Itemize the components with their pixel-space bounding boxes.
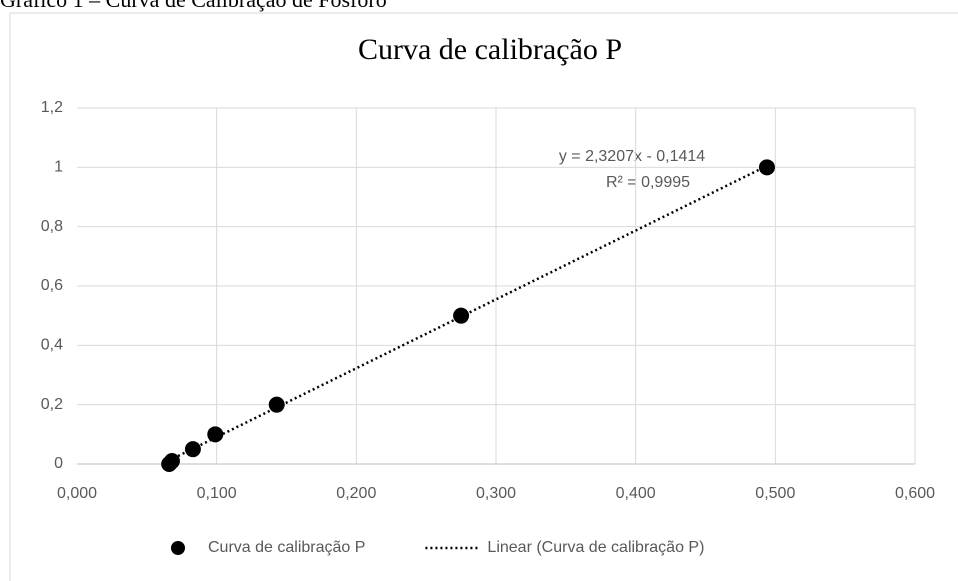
trendline: [168, 164, 768, 462]
marker: [207, 426, 224, 443]
legend-marker: [171, 541, 185, 555]
y-tick-label: 0,4: [41, 337, 63, 354]
y-tick-label: 0,6: [41, 277, 63, 294]
x-tick-label: 0,200: [336, 485, 376, 502]
y-tick-label: 1: [54, 159, 63, 176]
marker: [758, 159, 775, 176]
equation: y = 2,3207x - 0,1414: [559, 148, 705, 165]
legend-label: Curva de calibração P: [208, 539, 365, 556]
y-tick-label: 0,8: [41, 218, 63, 235]
x-tick-label: 0,600: [895, 485, 935, 502]
x-tick-label: 0,300: [476, 485, 516, 502]
y-tick-label: 0,2: [41, 396, 63, 413]
y-tick-label: 0: [54, 455, 63, 472]
x-tick-label: 0,100: [197, 485, 237, 502]
marker: [163, 453, 180, 470]
y-tick-label: 1,2: [41, 99, 63, 116]
chart-title: Curva de calibração P: [358, 33, 622, 66]
x-tick-label: 0,400: [616, 485, 656, 502]
legend-label: Linear (Curva de calibração P): [487, 539, 704, 556]
r-squared: R² = 0,9995: [606, 174, 690, 191]
x-tick-label: 0,500: [755, 485, 795, 502]
caption: Gráfico 1 – Curva de Calibração de Fósfo…: [0, 0, 387, 12]
x-tick-label: 0,000: [57, 485, 97, 502]
